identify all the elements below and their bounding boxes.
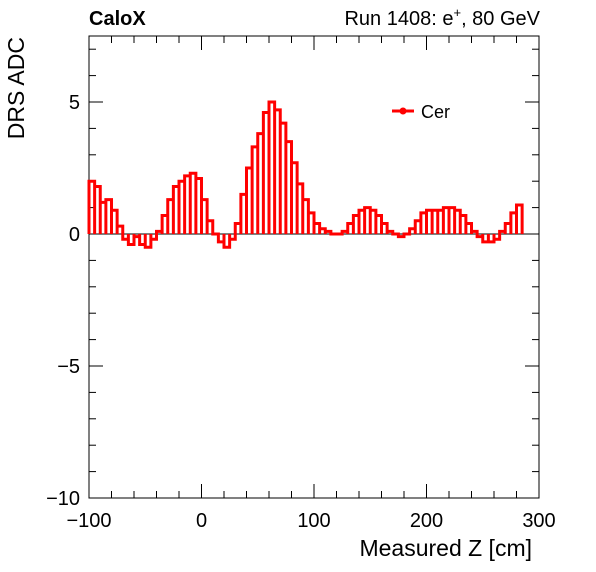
run-info-suffix: , 80 GeV bbox=[461, 8, 541, 30]
legend-marker bbox=[399, 107, 407, 115]
legend-label: Cer bbox=[421, 102, 450, 122]
run-info-prefix: Run 1408: e bbox=[344, 8, 453, 30]
y-tick-label: −10 bbox=[46, 488, 80, 510]
run-info-superscript: + bbox=[453, 5, 461, 20]
x-axis-title: Measured Z [cm] bbox=[359, 535, 532, 561]
y-tick-label: −5 bbox=[57, 356, 80, 378]
x-tick-label: 100 bbox=[297, 510, 330, 532]
y-tick-label: 5 bbox=[69, 92, 80, 114]
x-tick-label: −100 bbox=[66, 510, 111, 532]
x-tick-label: 200 bbox=[410, 510, 443, 532]
series-line-cer bbox=[87, 100, 524, 249]
x-tick-label: 0 bbox=[196, 510, 207, 532]
axes: −100 0 100 200 300 −10 −5 0 5 bbox=[46, 35, 556, 532]
run-info: Run 1408: e+, 80 GeV bbox=[344, 5, 540, 30]
x-tick-label: 300 bbox=[522, 510, 555, 532]
legend: Cer bbox=[392, 102, 450, 122]
y-tick-label: 0 bbox=[69, 224, 80, 246]
series-layer bbox=[87, 100, 524, 249]
experiment-label: CaloX bbox=[89, 8, 146, 30]
y-axis-title: DRS ADC bbox=[3, 37, 29, 139]
